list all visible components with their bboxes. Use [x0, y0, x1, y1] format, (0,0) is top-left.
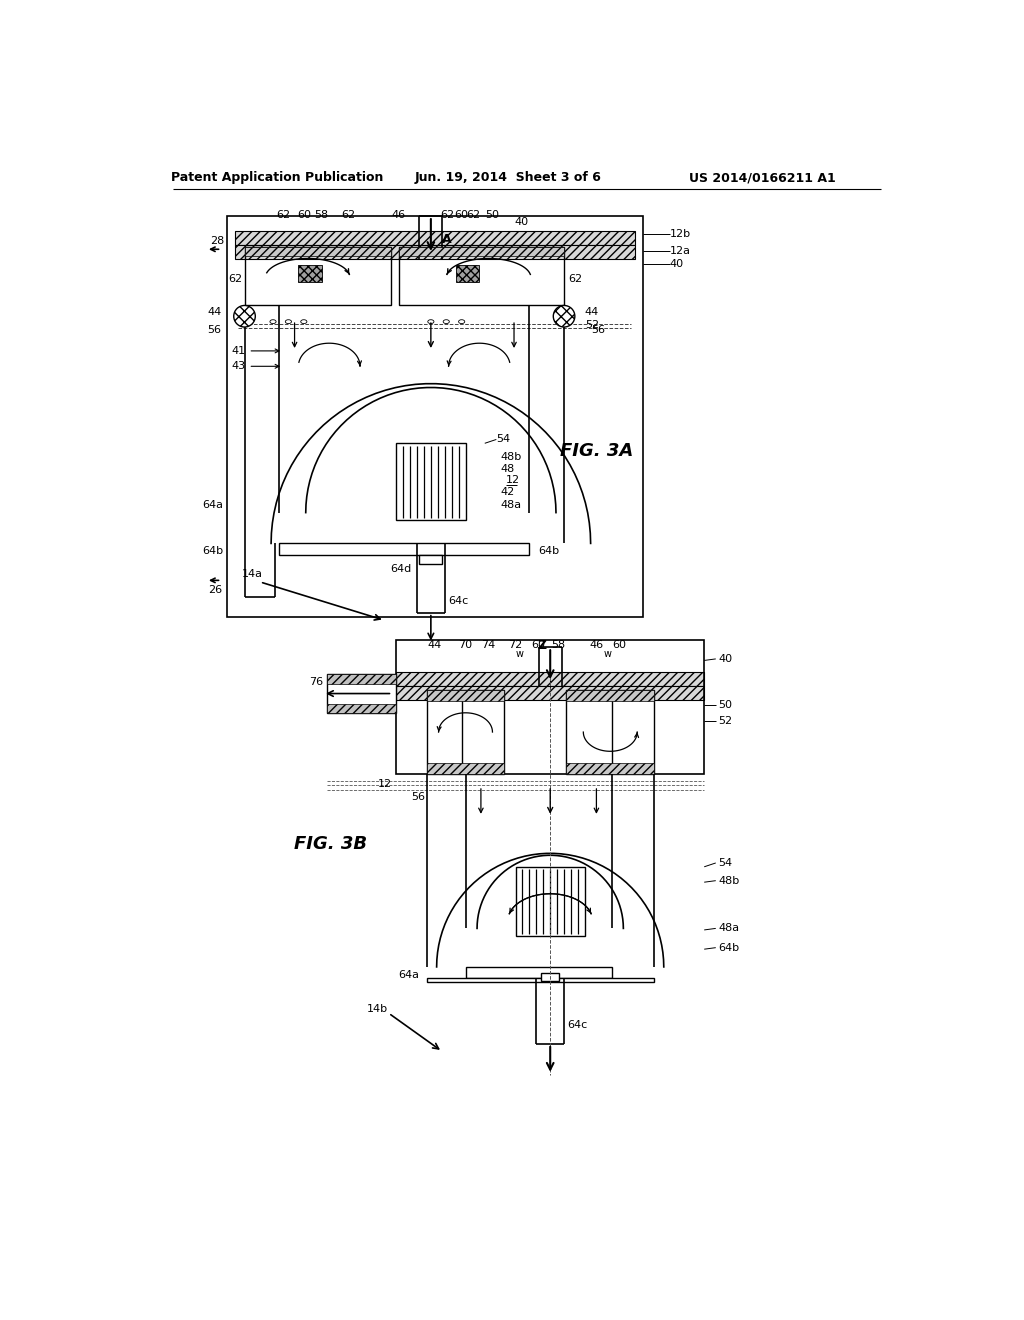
Text: 58: 58	[314, 210, 329, 219]
Text: 56: 56	[412, 792, 426, 803]
Text: 14b: 14b	[367, 1005, 387, 1014]
Text: 50: 50	[718, 700, 732, 710]
Bar	[234, 244, 635, 259]
Bar	[515, 867, 585, 936]
Bar	[457, 264, 479, 281]
Text: 56: 56	[208, 325, 221, 335]
Bar	[565, 763, 654, 775]
Bar	[427, 978, 654, 982]
Text: 48b: 48b	[718, 875, 739, 886]
Bar	[398, 247, 564, 256]
Bar	[419, 554, 442, 564]
Text: 64a: 64a	[398, 970, 419, 979]
Bar	[226, 216, 643, 616]
Bar	[565, 689, 654, 775]
Bar	[280, 544, 529, 554]
Text: w: w	[604, 649, 612, 659]
Bar	[541, 973, 559, 981]
Text: 62: 62	[275, 210, 290, 219]
Text: 64c: 64c	[567, 1019, 588, 1030]
Bar	[298, 264, 322, 281]
Bar	[427, 763, 504, 775]
Text: 54: 54	[718, 858, 732, 869]
Text: 44: 44	[428, 640, 441, 649]
Text: 62: 62	[440, 210, 455, 219]
Text: 62: 62	[466, 210, 480, 219]
Text: 64b: 64b	[202, 546, 223, 556]
Text: 12: 12	[506, 475, 519, 486]
Text: US 2014/0166211 A1: US 2014/0166211 A1	[688, 172, 836, 185]
Text: 64b: 64b	[539, 546, 560, 556]
Text: 62: 62	[341, 210, 355, 219]
Bar	[396, 444, 466, 520]
Text: 52: 52	[585, 321, 599, 330]
Text: 43: 43	[231, 362, 246, 371]
Text: 62: 62	[228, 275, 243, 284]
Bar	[396, 686, 705, 700]
Circle shape	[553, 305, 574, 327]
Bar	[327, 675, 396, 713]
Bar	[396, 640, 705, 775]
Text: FIG. 3A: FIG. 3A	[560, 442, 633, 459]
Text: 62: 62	[568, 275, 582, 284]
Text: Patent Application Publication: Patent Application Publication	[171, 172, 383, 185]
Text: 40: 40	[718, 653, 732, 664]
Text: 42: 42	[500, 487, 514, 496]
Text: 12a: 12a	[670, 246, 690, 256]
Text: 44: 44	[207, 308, 221, 317]
Text: 48: 48	[500, 463, 514, 474]
Circle shape	[233, 305, 255, 327]
Text: 46: 46	[590, 640, 603, 649]
Text: 74: 74	[481, 640, 496, 649]
Text: 60: 60	[531, 640, 546, 649]
Text: 12b: 12b	[670, 228, 690, 239]
Text: 41: 41	[231, 346, 246, 356]
Bar	[427, 689, 504, 775]
Bar	[327, 675, 396, 684]
Bar	[245, 247, 391, 256]
Text: 28: 28	[210, 236, 224, 246]
Text: 76: 76	[309, 677, 323, 686]
Text: Z: Z	[538, 639, 547, 652]
Text: 64a: 64a	[202, 500, 223, 510]
Text: 14a: 14a	[242, 569, 263, 579]
Text: 48a: 48a	[718, 924, 739, 933]
Bar	[245, 247, 391, 305]
Text: 44: 44	[585, 308, 599, 317]
Text: 60: 60	[298, 210, 311, 219]
Text: 60: 60	[455, 210, 469, 219]
Text: 54: 54	[497, 434, 510, 445]
Bar	[427, 689, 504, 701]
Text: 64b: 64b	[718, 942, 739, 953]
Text: 40: 40	[515, 218, 528, 227]
Text: 46: 46	[391, 210, 406, 219]
Bar	[396, 672, 705, 686]
Text: Jun. 19, 2014  Sheet 3 of 6: Jun. 19, 2014 Sheet 3 of 6	[415, 172, 601, 185]
Bar	[234, 231, 635, 244]
Text: FIG. 3B: FIG. 3B	[294, 834, 368, 853]
Text: A: A	[441, 232, 452, 246]
Text: 58: 58	[551, 640, 565, 649]
Text: 12: 12	[378, 779, 392, 789]
Text: 64d: 64d	[390, 564, 412, 574]
Text: 50: 50	[485, 210, 500, 219]
Bar	[565, 689, 654, 701]
Text: 48b: 48b	[500, 453, 521, 462]
Bar	[466, 966, 611, 978]
Text: w: w	[515, 649, 523, 659]
Text: 26: 26	[208, 585, 222, 594]
Text: 60: 60	[612, 640, 627, 649]
Text: 70: 70	[459, 640, 472, 649]
Text: 40: 40	[670, 259, 684, 269]
Bar	[327, 704, 396, 713]
Text: 64c: 64c	[447, 597, 468, 606]
Text: 52: 52	[718, 715, 732, 726]
Text: 48a: 48a	[500, 500, 521, 510]
Text: 72: 72	[509, 640, 522, 649]
Bar	[398, 247, 564, 305]
Text: 56: 56	[591, 325, 605, 335]
